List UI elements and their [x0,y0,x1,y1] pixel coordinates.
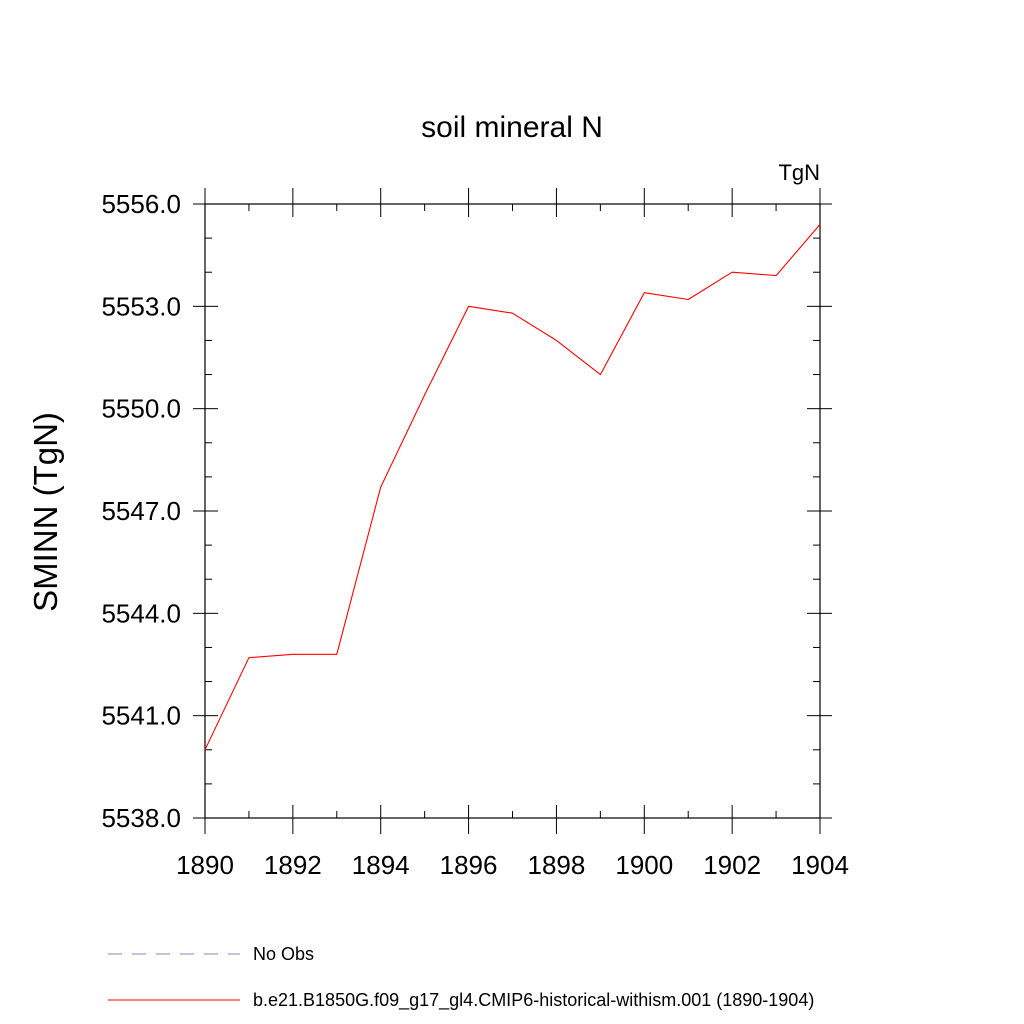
series-line-0 [204,224,821,751]
x-tick-label: 1892 [264,850,322,880]
units-label: TgN [778,160,820,185]
y-tick-label: 5538.0 [101,803,181,833]
x-axis: 1890 1892 1894 1896 1898 1900 1902 1904 [176,188,849,880]
y-tick-label: 5544.0 [101,598,181,628]
x-tick-label: 1900 [615,850,673,880]
y-tick-label: 5550.0 [101,394,181,424]
y-axis-label: SMINN (TgN) [27,412,64,612]
y-tick-label: 5553.0 [101,291,181,321]
x-tick-label: 1902 [703,850,761,880]
chart-title: soil mineral N [421,111,603,144]
x-tick-label: 1890 [176,850,234,880]
legend: No Obs b.e21.B1850G.f09_g17_gl4.CMIP6-hi… [108,944,814,1011]
plot-frame [204,203,821,819]
y-tick-label: 5547.0 [101,496,181,526]
y-tick-label: 5541.0 [101,701,181,731]
x-tick-label: 1904 [791,850,849,880]
series-layer [204,224,821,751]
x-tick-label: 1896 [440,850,498,880]
legend-label-model-run: b.e21.B1850G.f09_g17_gl4.CMIP6-historica… [253,990,814,1011]
x-tick-label: 1898 [528,850,586,880]
y-tick-label: 5556.0 [101,189,181,219]
legend-label-no-obs: No Obs [253,944,314,964]
x-tick-label: 1894 [352,850,410,880]
y-axis: 5538.0 5541.0 5544.0 5547.0 5550.0 5553.0 5556… [101,189,832,833]
